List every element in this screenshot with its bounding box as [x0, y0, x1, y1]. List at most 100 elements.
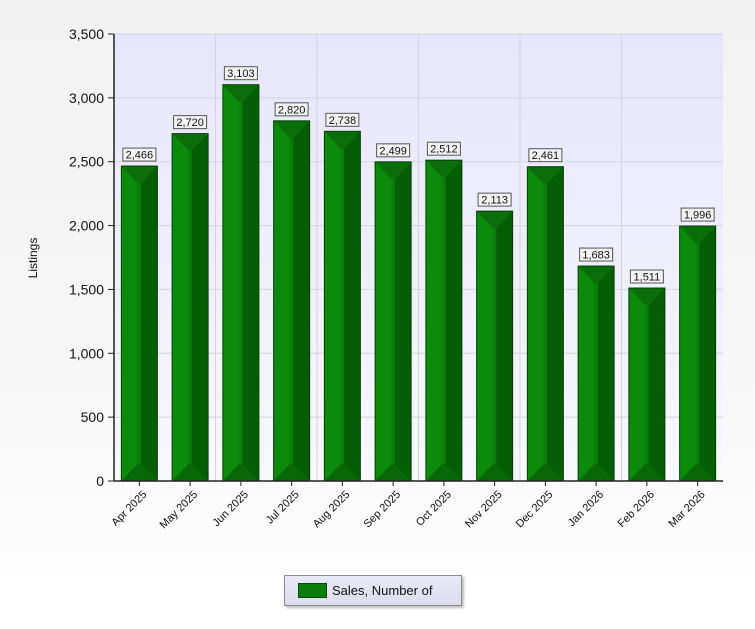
bar-right-face [293, 120, 310, 482]
bar-top-bevel [222, 84, 259, 102]
data-label: 2,461 [528, 148, 563, 163]
data-label-box [376, 143, 411, 158]
data-label: 2,499 [376, 143, 411, 158]
x-tick-label: Oct 2025 [414, 489, 454, 529]
y-tick-label: 500 [81, 409, 105, 425]
data-label-box [426, 141, 461, 156]
bars [120, 84, 717, 482]
x-tick-label: Apr 2025 [109, 489, 149, 529]
x-tick-label: Dec 2025 [514, 489, 556, 531]
data-label-box [528, 148, 563, 163]
data-label-text: 2,720 [176, 117, 204, 129]
bar-bottom-bevel [273, 464, 310, 481]
data-label: 2,512 [426, 141, 461, 156]
bar-top-bevel [578, 266, 615, 284]
x-tick-label: Jul 2025 [264, 489, 302, 527]
bar [577, 265, 615, 482]
bar-top-bevel [476, 211, 513, 229]
bar-right-face [445, 160, 462, 482]
data-label-text: 2,820 [278, 104, 306, 116]
bar-right-face [496, 211, 513, 481]
data-label-box [325, 112, 360, 127]
data-label-text: 2,512 [430, 144, 458, 156]
data-label: 3,103 [223, 66, 258, 81]
legend-label: Sales, Number of [332, 583, 433, 598]
data-label-box [680, 207, 715, 222]
bar [120, 165, 158, 482]
bar-top-bevel [273, 120, 310, 138]
bar [273, 120, 311, 482]
data-label-text: 2,466 [126, 150, 154, 162]
data-label-text: 2,461 [532, 150, 560, 162]
bar-right-face [344, 131, 361, 481]
data-label-box [274, 102, 309, 117]
data-label-text: 2,113 [481, 195, 508, 207]
x-tick-label: Nov 2025 [463, 489, 505, 531]
bar-left-face [121, 166, 138, 481]
bar-right-face [394, 161, 412, 482]
bar-right-face [141, 166, 158, 481]
data-label: 2,113 [477, 192, 512, 207]
bar-left-face [172, 133, 189, 482]
data-label-text: 1,996 [684, 210, 712, 222]
data-label-text: 3,103 [227, 68, 255, 80]
x-axis-ticks: Apr 2025 May 2025 Jun 2025 Jul 2025 Aug 2025… [109, 481, 708, 532]
bar-right-face [648, 288, 665, 481]
bar-left-face [679, 226, 696, 481]
bar [526, 166, 564, 482]
data-label: 1,511 [629, 269, 664, 284]
bar-left-face [375, 161, 392, 482]
data-label: 2,720 [173, 115, 208, 130]
bar-bottom-bevel [222, 464, 259, 481]
data-label-text: 2,738 [329, 115, 357, 127]
bar-right-face [547, 166, 564, 482]
y-axis-label: Listings [26, 238, 40, 279]
bar-bottom-bevel [375, 464, 412, 481]
x-tick-label: Aug 2025 [311, 489, 353, 531]
data-label-text: 1,683 [582, 250, 610, 262]
y-tick-label: 3,500 [69, 26, 104, 42]
bar-bottom-bevel [172, 464, 209, 481]
y-tick-label: 1,500 [69, 281, 104, 297]
data-label: 2,820 [274, 102, 309, 117]
data-label-box [579, 247, 614, 262]
bar [425, 159, 463, 482]
bar [374, 161, 412, 482]
bar-top-bevel [628, 288, 665, 306]
x-tick-label: May 2025 [158, 489, 201, 532]
bar [323, 130, 361, 482]
data-label: 2,738 [325, 112, 360, 127]
bar-bottom-bevel [679, 464, 716, 481]
x-tick-label: Feb 2026 [616, 489, 657, 530]
bar-bottom-bevel [121, 464, 158, 481]
data-label-box [223, 66, 258, 81]
bar [171, 133, 209, 482]
bar-left-face [425, 160, 443, 482]
bar-top-bevel [324, 131, 361, 149]
x-tick-label: Mar 2026 [666, 489, 707, 530]
gridlines [114, 33, 723, 482]
bar-right-face [242, 84, 259, 481]
bar-left-face [476, 211, 493, 481]
bar-bottom-bevel [425, 464, 462, 481]
bar [679, 225, 717, 482]
bar-top-bevel [375, 161, 412, 179]
bar-left-face [578, 266, 595, 481]
y-tick-label: 3,000 [69, 90, 104, 106]
x-tick-label: Sep 2025 [361, 489, 403, 531]
bar-top-bevel [121, 166, 158, 184]
bar-bottom-bevel [578, 464, 615, 481]
bar-right-face [597, 266, 615, 481]
bar-left-face [324, 131, 341, 481]
bar-left-face [628, 288, 646, 481]
y-tick-label: 1,000 [69, 345, 104, 361]
bar-bottom-bevel [324, 464, 361, 481]
bar-top-bevel [425, 160, 462, 178]
bar-bottom-bevel [527, 464, 564, 481]
data-label: 1,683 [579, 247, 614, 262]
y-tick-label: 0 [96, 473, 104, 489]
bar [222, 84, 260, 482]
data-label: 1,996 [680, 207, 715, 222]
bar [476, 210, 514, 482]
